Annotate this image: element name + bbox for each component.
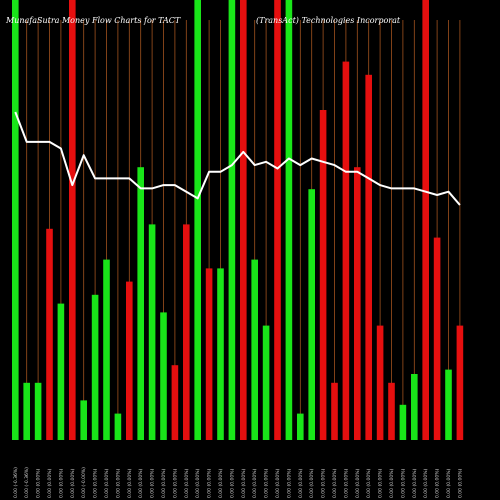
x-tick-label: 0.00 (0.00%)	[366, 468, 372, 498]
bar	[342, 61, 350, 440]
bar	[114, 413, 122, 440]
bar	[183, 224, 190, 440]
bar	[103, 259, 110, 440]
chart-title: MunafaSutra Money Flow Charts for TACT	[5, 16, 181, 25]
bar	[399, 404, 407, 440]
bar	[388, 382, 395, 440]
bar	[57, 303, 65, 440]
bar	[433, 237, 441, 440]
bar	[91, 294, 99, 440]
x-tick-label: 0.00 (-0.36%)	[24, 467, 30, 498]
x-tick-label: 0.00 (-0.00%)	[81, 467, 87, 498]
bar	[80, 400, 87, 440]
bar	[411, 374, 418, 440]
x-tick-label: 0.00 (0.00%)	[343, 468, 349, 498]
x-tick-label: 0.00 (0.00%)	[457, 468, 463, 498]
bar	[12, 0, 19, 440]
bar	[331, 382, 338, 440]
x-tick-label: 0.00 (0.00%)	[423, 468, 429, 498]
x-tick-label: 0.00 (0.00%)	[70, 468, 76, 498]
x-tick-label: 0.00 (0.00%)	[138, 468, 144, 498]
bar	[23, 382, 30, 440]
bar	[445, 369, 452, 440]
x-tick-label: 0.00 (0.00%)	[36, 468, 42, 498]
x-tick-label: 0.00 (0.00%)	[309, 468, 315, 498]
chart-subtitle: (TransAct) Technologies Incorporat	[256, 16, 401, 25]
bar	[240, 0, 247, 440]
x-tick-label: 0.00 (0.00%)	[127, 468, 133, 498]
x-tick-label: 0.00 (0.00%)	[207, 468, 213, 498]
x-tick-label: 0.00 (0.00%)	[184, 468, 190, 498]
x-tick-label: 0.00 (0.00%)	[47, 468, 53, 498]
bar	[217, 268, 224, 440]
x-tick-label: 0.00 (0.00%)	[412, 468, 418, 498]
x-tick-label: 0.00 (0.00%)	[446, 468, 452, 498]
bar	[137, 167, 144, 440]
bar	[46, 228, 53, 440]
x-tick-label: 0.00 (0.00%)	[104, 468, 110, 498]
x-tick-label: 0.00 (0.00%)	[400, 468, 406, 498]
x-tick-label: 0.00 (0.00%)	[321, 468, 327, 498]
bar	[148, 224, 156, 440]
bar	[205, 268, 213, 440]
x-tick-label: 0.00 (0.00%)	[93, 468, 99, 498]
x-tick-label: 0.00 (0.00%)	[264, 468, 270, 498]
bar-series	[12, 0, 464, 441]
x-tick-label: 0.00 (0.00%)	[275, 468, 281, 498]
bar	[251, 259, 258, 440]
bar	[34, 382, 42, 440]
x-tick-label: 0.00 (0.00%)	[218, 468, 224, 498]
bar	[160, 312, 167, 440]
bar	[308, 189, 315, 440]
x-tick-label: 0.00 (-0.36%)	[13, 467, 19, 498]
bar	[376, 325, 384, 440]
x-tick-label: 0.00 (0.00%)	[332, 468, 338, 498]
bar	[194, 0, 201, 440]
x-tick-labels: 0.00 (-0.36%) 0.00 (-0.36%) 0.00 (0.00%) 0.…	[13, 467, 464, 498]
x-tick-label: 0.00 (0.00%)	[298, 468, 304, 498]
x-tick-label: 0.00 (0.00%)	[378, 468, 384, 498]
bar	[262, 325, 270, 440]
bar	[285, 0, 293, 440]
x-tick-label: 0.00 (0.00%)	[115, 468, 121, 498]
x-tick-label: 0.00 (0.00%)	[435, 468, 441, 498]
bar	[126, 281, 133, 440]
x-tick-label: 0.00 (0.00%)	[252, 468, 258, 498]
bar	[422, 0, 429, 440]
x-tick-label: 0.00 (0.00%)	[58, 468, 64, 498]
x-tick-label: 0.00 (0.00%)	[161, 468, 167, 498]
bar	[319, 110, 327, 440]
money-flow-line	[14, 111, 461, 206]
bar	[171, 365, 179, 440]
x-tick-label: 0.00 (0.00%)	[172, 468, 178, 498]
bar	[228, 0, 236, 440]
bar	[456, 325, 464, 440]
bar	[297, 413, 304, 440]
x-tick-label: 0.00 (0.00%)	[150, 468, 156, 498]
x-tick-label: 0.00 (0.00%)	[195, 468, 201, 498]
bar	[274, 0, 281, 440]
x-tick-label: 0.00 (0.00%)	[229, 468, 235, 498]
x-tick-label: 0.00 (0.00%)	[241, 468, 247, 498]
bar	[69, 0, 76, 440]
bar	[365, 74, 372, 441]
x-tick-label: 0.00 (0.00%)	[389, 468, 395, 498]
x-tick-label: 0.00 (0.00%)	[355, 468, 361, 498]
bar	[354, 167, 361, 440]
x-tick-label: 0.00 (0.00%)	[286, 468, 292, 498]
